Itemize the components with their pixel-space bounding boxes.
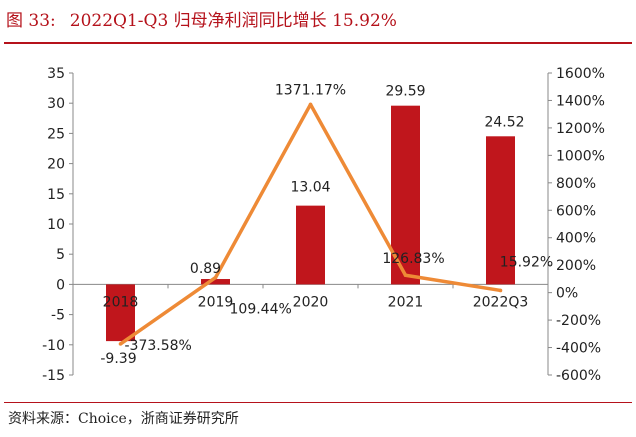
bar-value-label: 13.04 bbox=[290, 180, 330, 196]
y-left-tick-label: 15 bbox=[47, 187, 65, 203]
y-right-tick-label: 1000% bbox=[556, 148, 605, 164]
y-right-tick-label: 200% bbox=[556, 258, 596, 274]
figure-title: 2022Q1-Q3 归母净利润同比增长 15.92% bbox=[69, 11, 397, 31]
chart-svg: -15-10-505101520253035-600%-400%-200%0%2… bbox=[42, 66, 605, 384]
y-right-tick-label: -600% bbox=[556, 368, 601, 384]
line-layer bbox=[118, 102, 503, 346]
line-point-2020 bbox=[308, 102, 313, 107]
line-value-label: 126.83% bbox=[382, 251, 444, 267]
line-value-label: -373.58% bbox=[125, 338, 192, 354]
labels-layer: 2018 2019 2020 2021 2022Q3 -9.39 0.89 13.04 29.5… bbox=[100, 82, 553, 367]
source-note: 资料来源：Choice，浙商证券研究所 bbox=[8, 411, 239, 427]
y-left-tick-label: -5 bbox=[51, 308, 65, 324]
y-left-tick-label: -15 bbox=[42, 368, 65, 384]
figure-label: 图 33: bbox=[6, 11, 56, 31]
y-right-tick-label: 1600% bbox=[556, 66, 605, 82]
bar-value-label: 29.59 bbox=[385, 84, 425, 100]
x-tick-label: 2020 bbox=[293, 294, 329, 310]
bar-value-label: 0.89 bbox=[190, 261, 221, 277]
x-tick-label: 2021 bbox=[388, 294, 424, 310]
bar-value-label: 24.52 bbox=[484, 114, 524, 130]
y-right-tick-label: 400% bbox=[556, 231, 596, 247]
chart-title: 图 33: 2022Q1-Q3 归母净利润同比增长 15.92% bbox=[6, 6, 630, 36]
y-left-tick-label: -10 bbox=[42, 338, 65, 354]
line-point-2021 bbox=[403, 273, 408, 278]
line-point-2022Q3 bbox=[498, 288, 503, 293]
bar-2018 bbox=[106, 284, 135, 342]
line-point-2018 bbox=[118, 342, 123, 346]
x-tick-label: 2022Q3 bbox=[473, 294, 529, 310]
y-left-tick-label: 20 bbox=[47, 157, 65, 173]
line-point-2019 bbox=[213, 275, 218, 280]
line-value-label: 109.44% bbox=[230, 302, 292, 318]
bars-layer bbox=[106, 105, 515, 342]
axes-layer: -15-10-505101520253035-600%-400%-200%0%2… bbox=[42, 66, 605, 384]
title-divider bbox=[4, 42, 632, 44]
bar-2022Q3 bbox=[486, 136, 515, 285]
x-tick-label: 2019 bbox=[198, 294, 234, 310]
bar-2020 bbox=[296, 205, 325, 285]
y-left-tick-label: 10 bbox=[47, 217, 65, 233]
y-right-tick-label: -400% bbox=[556, 341, 601, 357]
y-left-tick-label: 5 bbox=[56, 247, 65, 263]
bar-2019 bbox=[201, 279, 230, 285]
source-divider bbox=[4, 402, 632, 403]
y-left-tick-label: 25 bbox=[47, 126, 65, 142]
line-value-label: 15.92% bbox=[500, 254, 553, 270]
y-right-tick-label: 800% bbox=[556, 176, 596, 192]
y-right-tick-label: 600% bbox=[556, 203, 596, 219]
line-value-label: 1371.17% bbox=[275, 82, 346, 98]
y-right-tick-label: 1400% bbox=[556, 93, 605, 109]
y-left-tick-label: 0 bbox=[56, 277, 65, 293]
y-right-tick-label: 1200% bbox=[556, 121, 605, 137]
chart-area: -15 -10 -5 0 5 10 15 20 25 30 35 -600% -400% -200% 0% 2… bbox=[0, 45, 636, 400]
y-right-tick-label: 0% bbox=[556, 286, 578, 302]
y-left-tick-label: 30 bbox=[47, 96, 65, 112]
bar-value-label: -9.39 bbox=[100, 351, 136, 367]
x-tick-label: 2018 bbox=[103, 294, 139, 310]
y-right-tick-label: -200% bbox=[556, 313, 601, 329]
y-left-tick-label: 35 bbox=[47, 66, 65, 82]
